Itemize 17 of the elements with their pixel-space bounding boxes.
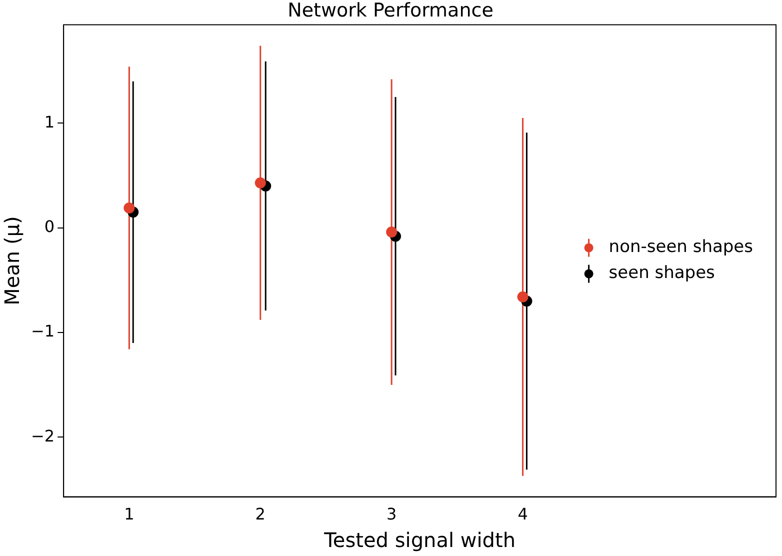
- y-tick-label: 1: [44, 112, 55, 132]
- x-tick-label: 1: [124, 504, 134, 524]
- point: [124, 202, 135, 214]
- y-tick-label: −1: [30, 322, 55, 341]
- y-axis-title: Mean (μ): [0, 216, 24, 306]
- legend-label: seen shapes: [608, 263, 716, 284]
- point: [254, 177, 266, 188]
- x-tick-label: 4: [518, 504, 528, 524]
- x-tick-label: 3: [386, 504, 397, 524]
- chart-title: Network Performance: [288, 0, 494, 22]
- point: [517, 291, 528, 302]
- legend-label: non-seen shapes: [608, 237, 754, 258]
- y-tick-label: 0: [44, 216, 55, 236]
- y-tick-label: −2: [30, 426, 55, 446]
- x-tick-label: 2: [255, 504, 266, 524]
- x-axis-title: Tested signal width: [323, 528, 516, 552]
- point: [386, 226, 398, 238]
